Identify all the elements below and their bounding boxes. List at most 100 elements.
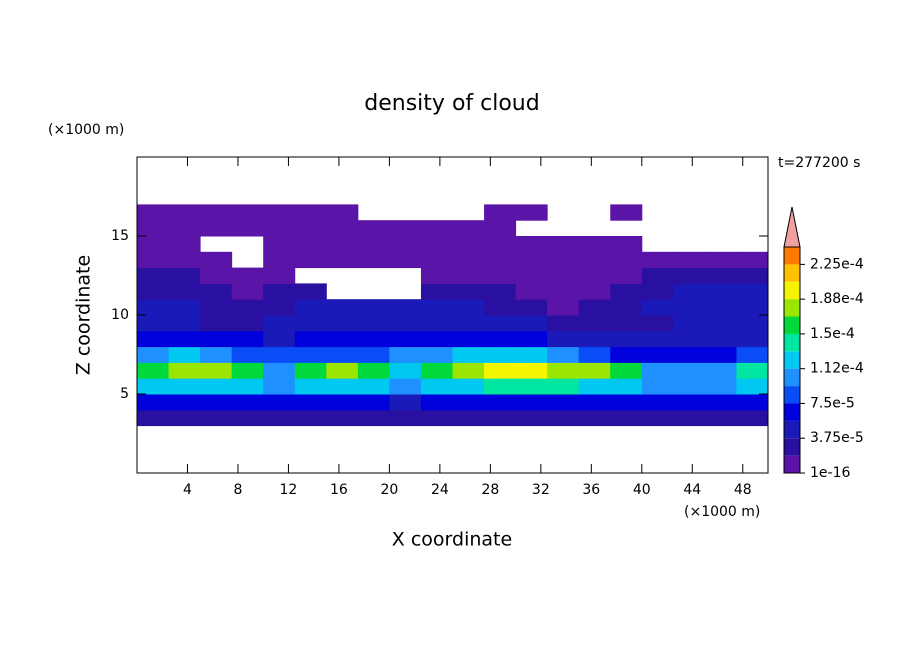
contour-cell bbox=[357, 220, 390, 237]
contour-cell bbox=[484, 378, 517, 395]
contour-cell bbox=[547, 362, 580, 379]
contour-cell bbox=[547, 299, 580, 316]
contour-cell bbox=[326, 204, 359, 221]
contour-cell bbox=[294, 204, 327, 221]
contour-cell bbox=[704, 283, 737, 300]
contour-cell bbox=[673, 315, 706, 332]
contour-cell bbox=[231, 220, 264, 237]
contour-cell bbox=[231, 330, 264, 348]
contour-cell bbox=[610, 394, 643, 411]
contour-cell bbox=[673, 267, 706, 284]
contour-cell bbox=[231, 346, 264, 363]
contour-cell bbox=[610, 378, 643, 395]
contour-cell bbox=[137, 251, 170, 269]
contour-cell bbox=[294, 315, 327, 332]
contour-cell bbox=[168, 236, 201, 253]
contour-cell bbox=[137, 283, 170, 300]
colorbar-tick-label: 1.5e-4 bbox=[810, 326, 855, 342]
contour-cell bbox=[231, 283, 264, 300]
contour-cell bbox=[294, 236, 327, 253]
contour-cell bbox=[704, 394, 737, 411]
contour-cell bbox=[231, 378, 264, 395]
colorbar-band bbox=[784, 438, 800, 456]
contour-cell bbox=[263, 409, 296, 427]
contour-cell bbox=[547, 378, 580, 395]
contour-cell bbox=[326, 394, 359, 411]
contour-cell bbox=[673, 283, 706, 300]
contour-cell bbox=[357, 362, 390, 379]
contour-cell bbox=[137, 315, 170, 332]
contour-cell bbox=[357, 299, 390, 316]
contour-cell bbox=[452, 220, 485, 237]
x-tick-label: 16 bbox=[330, 482, 348, 498]
contour-cell bbox=[547, 330, 580, 348]
contour-cell bbox=[484, 220, 517, 237]
contour-cell bbox=[610, 330, 643, 348]
x-unit: (×1000 m) bbox=[684, 504, 760, 520]
contour-cell bbox=[231, 394, 264, 411]
contour-cell bbox=[263, 267, 296, 284]
contour-cell bbox=[168, 409, 201, 427]
contour-cell bbox=[294, 346, 327, 363]
contour-cell bbox=[578, 378, 611, 395]
contour-cell bbox=[515, 315, 548, 332]
contour-cell bbox=[736, 409, 769, 427]
contour-cell bbox=[420, 267, 453, 284]
contour-cell bbox=[294, 299, 327, 316]
contour-cell bbox=[578, 236, 611, 253]
contour-cell bbox=[578, 409, 611, 427]
contour-cell bbox=[484, 299, 517, 316]
contour-cell bbox=[294, 362, 327, 379]
contour-cell bbox=[736, 330, 769, 348]
contour-cell bbox=[515, 251, 548, 269]
contour-cell bbox=[515, 204, 548, 221]
colorbar-band bbox=[784, 420, 800, 439]
contour-cell bbox=[137, 267, 170, 284]
x-axis-label: X coordinate bbox=[392, 529, 512, 551]
contour-cell bbox=[357, 315, 390, 332]
contour-cell bbox=[137, 346, 170, 363]
contour-cell bbox=[168, 362, 201, 379]
contour-cell bbox=[263, 283, 296, 300]
contour-cell bbox=[515, 283, 548, 300]
contour-cell bbox=[641, 394, 674, 411]
contour-cell bbox=[515, 409, 548, 427]
contour-cell bbox=[484, 251, 517, 269]
contour-cell bbox=[326, 378, 359, 395]
contour-cell bbox=[389, 378, 422, 395]
contour-cell bbox=[357, 346, 390, 363]
x-tick-label: 4 bbox=[183, 482, 192, 498]
contour-cell bbox=[452, 330, 485, 348]
x-tick-label: 48 bbox=[734, 482, 752, 498]
x-tick-label: 36 bbox=[582, 482, 600, 498]
contour-cell bbox=[610, 251, 643, 269]
contour-cell bbox=[578, 315, 611, 332]
contour-cell bbox=[137, 378, 170, 395]
contour-cell bbox=[420, 346, 453, 363]
contour-cell bbox=[357, 409, 390, 427]
colorbar-band bbox=[784, 386, 800, 404]
contour-cell bbox=[137, 330, 170, 348]
contour-cell bbox=[673, 362, 706, 379]
contour-cell bbox=[547, 283, 580, 300]
contour-cell bbox=[484, 362, 517, 379]
colorbar-tick-label: 1.12e-4 bbox=[810, 361, 864, 377]
contour-cell bbox=[294, 394, 327, 411]
contour-cell bbox=[263, 394, 296, 411]
contour-cell bbox=[452, 346, 485, 363]
contour-cell bbox=[452, 409, 485, 427]
contour-cell bbox=[578, 299, 611, 316]
contour-cell bbox=[641, 409, 674, 427]
contour-cell bbox=[420, 299, 453, 316]
contour-cell bbox=[389, 236, 422, 253]
contour-cell bbox=[452, 283, 485, 300]
contour-cell bbox=[420, 330, 453, 348]
contour-cell bbox=[736, 394, 769, 411]
contour-cell bbox=[452, 236, 485, 253]
colorbar-band bbox=[784, 333, 800, 352]
contour-cell bbox=[547, 236, 580, 253]
contour-cell bbox=[294, 378, 327, 395]
colorbar-tick-label: 7.5e-5 bbox=[810, 395, 855, 411]
contour-cell bbox=[420, 283, 453, 300]
contour-cell bbox=[610, 204, 643, 221]
